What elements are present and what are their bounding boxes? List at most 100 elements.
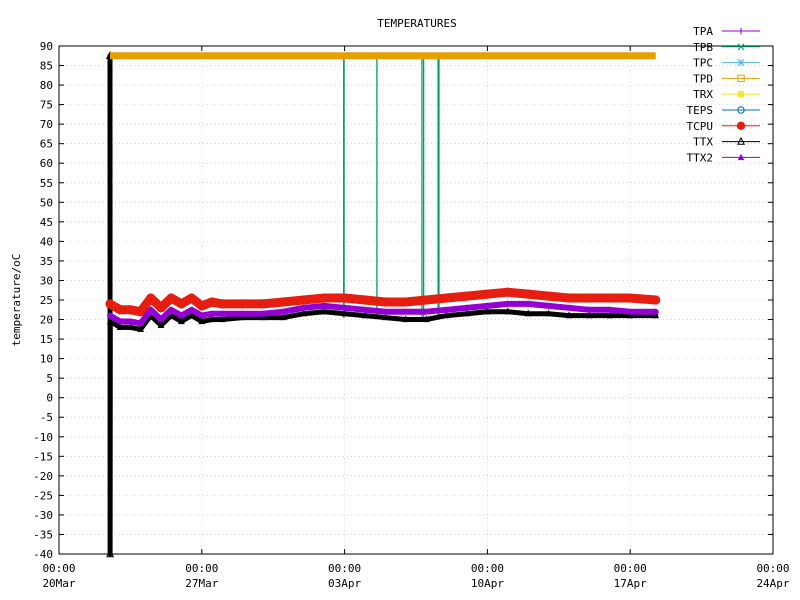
series-ttx-point — [402, 315, 410, 323]
series-tcpu-point — [156, 303, 166, 313]
series-ttx2-point — [566, 304, 572, 311]
grid — [59, 46, 773, 554]
series-ttx-point — [504, 307, 512, 315]
y-tick-label: 35 — [40, 255, 53, 268]
series-tcpu-point — [166, 293, 176, 303]
x-tick-label-date: 10Apr — [471, 577, 504, 590]
legend-label: TPB — [693, 41, 713, 54]
y-tick-label: 30 — [40, 274, 53, 287]
series-tcpu-point — [605, 293, 615, 303]
legend-item-tpd: TPD — [693, 72, 760, 85]
series-ttx-point — [565, 311, 573, 319]
series-ttx2-point — [627, 308, 634, 315]
y-tick-label: -20 — [33, 470, 53, 483]
series-tcpu-point — [442, 293, 452, 303]
y-tick-label: 90 — [40, 40, 53, 53]
series-ttx2-point — [300, 304, 307, 311]
series-ttx-point — [137, 325, 145, 332]
series-ttx2-point — [504, 300, 511, 307]
series-ttx-point — [585, 311, 593, 319]
series-ttx2-point — [545, 302, 552, 309]
y-tick-label: -30 — [33, 509, 53, 522]
series-tcpu-point — [340, 293, 350, 303]
legend-label: TTX2 — [687, 151, 714, 164]
series-ttx2-point — [402, 308, 409, 315]
series-ttx-point — [422, 315, 430, 323]
y-tick-label: 25 — [40, 294, 53, 307]
legend-label: TPC — [693, 57, 713, 70]
legend-marker — [737, 27, 745, 35]
y-tick-label: 0 — [46, 392, 53, 405]
legend-marker — [737, 43, 745, 51]
series-ttx-point — [341, 309, 349, 317]
series-ttx-point — [198, 317, 206, 325]
series-tcpu-point — [115, 305, 125, 315]
y-tick-label: 85 — [40, 60, 53, 73]
series-tcpu-point — [197, 301, 207, 311]
series-ttx2-point — [107, 312, 113, 319]
series-ttx2-point — [127, 317, 134, 324]
series-ttx-point — [157, 321, 165, 328]
legend-label: TEPS — [687, 104, 714, 117]
series-ttx-point — [443, 311, 451, 319]
legend-label: TCPU — [687, 120, 714, 133]
y-tick-label: 5 — [46, 372, 53, 385]
series-ttx2-point — [423, 308, 430, 315]
series-tcpu-point — [523, 289, 533, 299]
y-tick-label: 75 — [40, 99, 53, 112]
series-ttx2-point — [137, 319, 144, 326]
y-tick-label: 20 — [40, 314, 53, 327]
series-tcpu-point — [482, 289, 492, 299]
series-ttx2-point — [586, 306, 593, 313]
series-ttx-point — [177, 317, 185, 325]
y-tick-label: -5 — [40, 411, 53, 424]
series-ttx-point — [463, 309, 471, 317]
legend-marker — [737, 59, 745, 67]
y-tick-label: 45 — [40, 216, 53, 229]
series-tcpu-point — [258, 299, 268, 309]
legend-item-tpc: TPC — [693, 57, 760, 70]
series-ttx-point — [381, 313, 389, 321]
x-tick-label-date: 20Mar — [42, 577, 75, 590]
series-tcpu-point — [651, 295, 661, 305]
legend-marker — [737, 91, 745, 98]
series-ttx2-point — [239, 310, 246, 317]
series-tcpu-point — [146, 293, 156, 303]
series-tcpu-point — [584, 293, 595, 303]
series-tcpu-point — [380, 297, 390, 307]
series-ttx2-point — [117, 317, 124, 324]
series-tcpu-point — [544, 291, 554, 301]
series-tcpu-point — [401, 297, 411, 307]
series-tcpu-point — [187, 293, 197, 303]
chart-title: TEMPERATURES — [377, 17, 456, 30]
series-ttx-point — [259, 313, 267, 321]
series-ttx-point — [279, 313, 287, 321]
series-ttx2-point — [362, 306, 368, 313]
legend-label: TPA — [693, 25, 713, 38]
series-ttx-point — [116, 323, 124, 330]
legend-label: TPD — [693, 72, 713, 85]
series-ttx2-point — [158, 316, 164, 323]
series-tcpu-point — [105, 299, 115, 309]
series-ttx-point — [208, 315, 216, 323]
series-ttx-point — [239, 313, 247, 321]
series-tcpu-point — [503, 287, 513, 297]
x-tick-label-time: 00:00 — [42, 562, 75, 575]
legend-marker — [737, 74, 745, 83]
series-tcpu-point — [319, 293, 329, 303]
series-ttx2-point — [443, 306, 450, 313]
legend-item-tpa: TPA — [693, 25, 760, 38]
y-tick-label: -40 — [33, 548, 53, 561]
x-tick-label-time: 00:00 — [185, 562, 218, 575]
series-ttx2 — [107, 300, 659, 327]
x-tick-label-date: 24Apr — [756, 577, 789, 590]
series-tcpu-point — [136, 307, 146, 317]
series-tpb — [343, 55, 440, 318]
x-tick-label-time: 00:00 — [471, 562, 504, 575]
series-ttx-point — [188, 311, 196, 319]
legend-item-trx: TRX — [693, 88, 760, 101]
series-ttx-point — [126, 323, 134, 330]
series-ttx-point — [652, 311, 660, 319]
y-axis-label: temperature/oC — [10, 254, 23, 347]
